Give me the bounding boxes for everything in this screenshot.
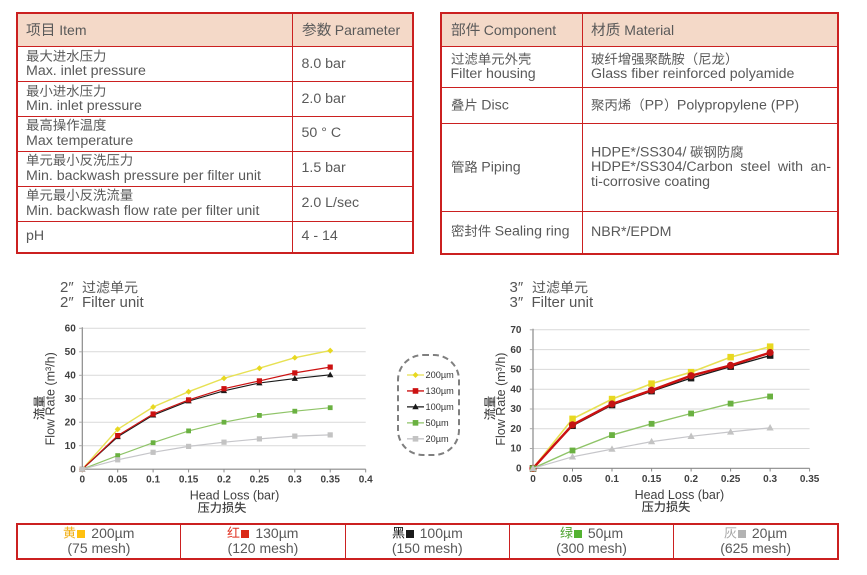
svg-text:0.15: 0.15 [179, 475, 199, 486]
svg-text:0.15: 0.15 [642, 474, 662, 485]
svg-text:10: 10 [510, 444, 522, 455]
svg-text:30: 30 [65, 394, 77, 405]
svg-text:100µm: 100µm [426, 402, 455, 412]
svg-text:0.4: 0.4 [359, 475, 373, 486]
svg-text:40: 40 [65, 371, 77, 382]
svg-text:0.05: 0.05 [108, 475, 128, 486]
svg-text:10: 10 [65, 441, 77, 452]
svg-text:0.35: 0.35 [320, 475, 340, 486]
svg-text:0: 0 [516, 464, 522, 475]
svg-text:0.3: 0.3 [288, 475, 302, 486]
svg-text:130µm: 130µm [426, 386, 455, 396]
svg-text:0: 0 [70, 464, 76, 475]
svg-text:Head Loss (bar): Head Loss (bar) [190, 489, 280, 503]
svg-text:40: 40 [510, 384, 522, 395]
svg-text:0: 0 [530, 474, 536, 485]
svg-text:Flow Rate (m³/h): Flow Rate (m³/h) [43, 352, 57, 445]
svg-text:60: 60 [65, 324, 77, 335]
svg-text:0.25: 0.25 [721, 474, 741, 485]
svg-text:20: 20 [510, 424, 522, 435]
svg-text:0.25: 0.25 [250, 475, 270, 486]
svg-text:50: 50 [510, 365, 522, 376]
svg-text:0.3: 0.3 [763, 474, 777, 485]
svg-text:0.2: 0.2 [684, 474, 698, 485]
svg-text:20: 20 [65, 417, 77, 428]
svg-text:0.1: 0.1 [605, 474, 619, 485]
svg-text:20µm: 20µm [426, 434, 450, 444]
svg-text:0: 0 [80, 475, 86, 486]
svg-text:0.2: 0.2 [217, 475, 231, 486]
svg-text:30: 30 [510, 404, 522, 415]
svg-text:0.05: 0.05 [563, 474, 583, 485]
svg-text:50µm: 50µm [426, 418, 450, 428]
svg-text:200µm: 200µm [426, 370, 455, 380]
svg-text:Flow Rate (m³/h): Flow Rate (m³/h) [494, 353, 508, 446]
svg-text:50: 50 [65, 347, 77, 358]
svg-text:0.35: 0.35 [800, 474, 820, 485]
svg-text:70: 70 [510, 325, 522, 336]
svg-text:0.1: 0.1 [146, 475, 160, 486]
svg-text:60: 60 [510, 345, 522, 356]
svg-text:Head Loss (bar): Head Loss (bar) [635, 488, 725, 502]
